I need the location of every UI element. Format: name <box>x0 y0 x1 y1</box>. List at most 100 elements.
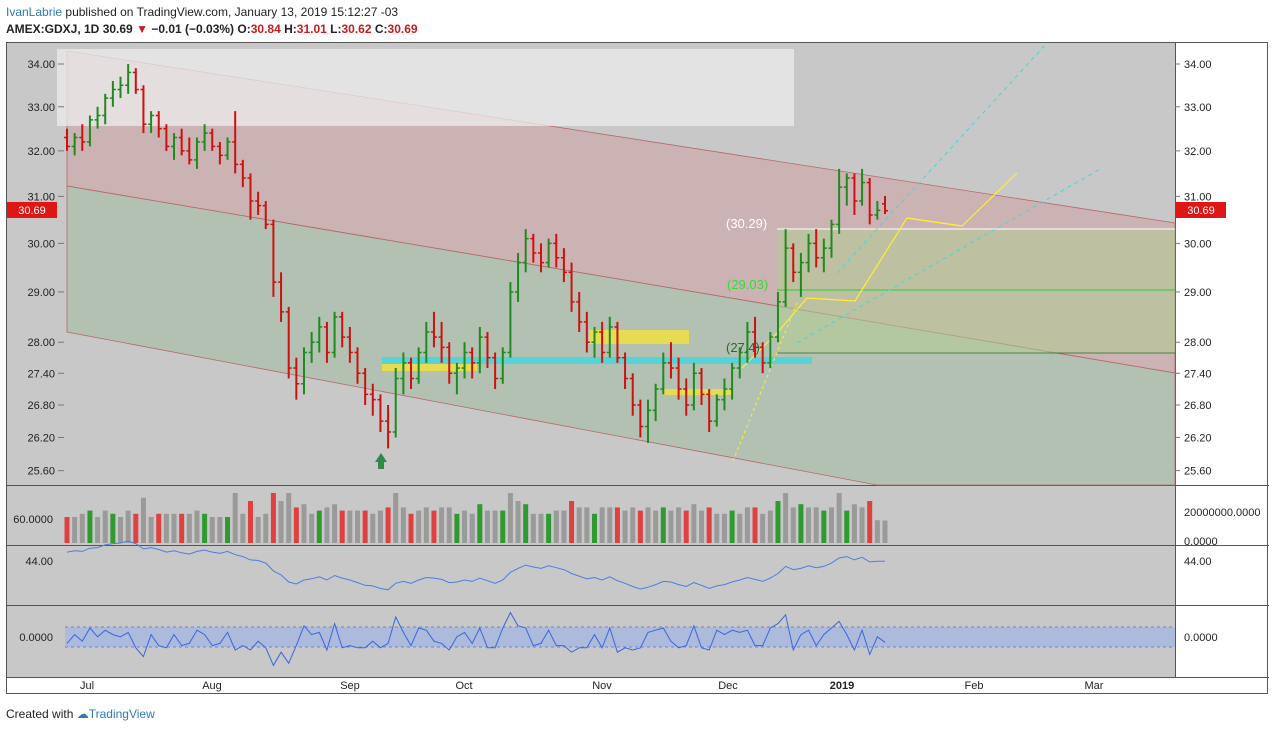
ohlc-bar <box>683 378 690 416</box>
osc-axis-left: 0.0000 <box>19 632 53 644</box>
volume-bar <box>125 510 131 543</box>
publish-info: IvanLabrie published on TradingView.com,… <box>6 5 398 19</box>
ohlc-bar <box>331 311 338 358</box>
volume-bar <box>148 517 154 543</box>
ohlc-bar <box>599 321 606 363</box>
volume-bar <box>140 497 146 543</box>
ohlc-bar <box>515 252 522 302</box>
ohlc-bar <box>499 347 506 384</box>
ohlc-bar <box>216 141 223 165</box>
price-tick-label-left: 26.20 <box>27 432 55 444</box>
ohlc-bar <box>836 168 843 234</box>
ohlc-bar <box>568 262 575 312</box>
price-tick-label-left: 33.00 <box>27 102 55 114</box>
ohlc-bar <box>576 291 583 333</box>
rsi-pane-bg <box>7 546 1175 605</box>
rsi-line <box>66 540 886 591</box>
ohlc-bar <box>614 321 621 363</box>
price-tick-label-left: 32.00 <box>27 146 55 158</box>
tradingview-link[interactable]: TradingView <box>88 707 155 721</box>
open-value: 30.84 <box>250 22 281 36</box>
time-axis[interactable]: Jul Aug Sep Oct Nov Dec 2019 Feb Mar <box>80 680 1104 692</box>
volume-bar <box>393 493 399 543</box>
volume-bar <box>370 513 376 543</box>
volume-bar <box>614 507 620 543</box>
ohlc-bars <box>64 64 888 449</box>
price-tick-label-left: 26.80 <box>27 400 55 412</box>
ohlc-bar <box>790 243 797 283</box>
volume-bar <box>332 504 338 543</box>
ohlc-bar <box>820 238 827 273</box>
volume-bar <box>423 507 429 543</box>
volume-bar <box>798 504 804 543</box>
high-value: 31.01 <box>296 22 327 36</box>
price-axis[interactable]: 34.00 34.00 33.00 33.00 32.00 32.00 31.00 31.00… <box>27 59 1211 478</box>
ohlc-bar <box>591 326 598 358</box>
ohlc-bar <box>430 311 437 348</box>
ohlc-bar <box>675 357 682 400</box>
price-tick-label-left: 28.00 <box>27 337 55 349</box>
volume-bar <box>232 493 238 543</box>
volume-bar <box>240 513 246 543</box>
price-tick-label-left: 31.00 <box>27 191 55 203</box>
price-tick-label-left: 27.40 <box>27 368 55 380</box>
volume-bar <box>844 510 850 543</box>
ohlc-bar <box>163 124 170 151</box>
volume-bar <box>851 504 857 543</box>
volume-pane-bg <box>7 486 1175 545</box>
osc-line <box>66 611 886 667</box>
volume-bar <box>599 507 605 543</box>
price-tick-label-right: 26.20 <box>1184 432 1212 444</box>
volume-bar <box>737 513 743 543</box>
last-price-tag-left-text: 30.69 <box>18 205 46 217</box>
ohlc-bar <box>377 394 384 432</box>
ohlc-bar <box>744 321 751 363</box>
ohlc-bar <box>316 316 323 353</box>
volume-bar <box>683 510 689 543</box>
ohlc-bar <box>828 219 835 258</box>
ohlc-bar <box>736 347 743 379</box>
symbol-label: AMEX:GDXJ, 1D <box>6 22 100 36</box>
volume-bar <box>584 507 590 543</box>
projection-path <box>906 172 1018 227</box>
rsi-axis-right: 44.00 <box>1184 556 1212 568</box>
ohlc-bar <box>354 347 361 384</box>
volume-bar <box>569 501 575 543</box>
high-label: H: <box>284 22 297 36</box>
volume-bar <box>87 510 93 543</box>
ohlc-bar <box>385 404 392 449</box>
ohlc-bar <box>767 332 774 369</box>
chart-svg[interactable]: (30.29) (29.03) (27.4) 34.00 34.00 33.00 33… <box>7 42 1269 695</box>
author-link[interactable]: IvanLabrie <box>6 5 63 19</box>
created-with-text: Created with <box>6 707 74 721</box>
volume-bar <box>507 493 513 543</box>
price-tick-label-left: 34.00 <box>27 59 55 71</box>
yellow-zone <box>589 330 689 344</box>
volume-bar <box>706 507 712 543</box>
time-tick-label: Feb <box>965 680 984 692</box>
ohlc-bar <box>652 383 659 422</box>
ohlc-bar <box>629 373 636 416</box>
ohlc-bar <box>102 93 109 125</box>
ohlc-bar <box>117 76 124 99</box>
ohlc-bar <box>729 362 736 400</box>
ohlc-bar <box>278 272 285 322</box>
volume-bar <box>293 507 299 543</box>
volume-bar <box>309 513 315 543</box>
price-tick-label-right: 29.00 <box>1184 287 1212 299</box>
ohlc-bar <box>859 168 866 206</box>
volume-bar <box>721 513 727 543</box>
close-value: 30.69 <box>387 22 418 36</box>
volume-bar <box>729 510 735 543</box>
ohlc-bar <box>79 124 86 151</box>
volume-bar <box>217 517 223 543</box>
volume-axis-right-bottom: 0.0000 <box>1184 536 1218 548</box>
volume-bar <box>523 504 529 543</box>
ohlc-bar <box>492 352 499 390</box>
time-tick-label: Aug <box>202 680 222 692</box>
volume-bar <box>806 507 812 543</box>
volume-bar <box>194 510 200 543</box>
volume-bar <box>630 507 636 543</box>
price-tick-label-right: 28.00 <box>1184 337 1212 349</box>
volume-bar <box>255 517 261 543</box>
